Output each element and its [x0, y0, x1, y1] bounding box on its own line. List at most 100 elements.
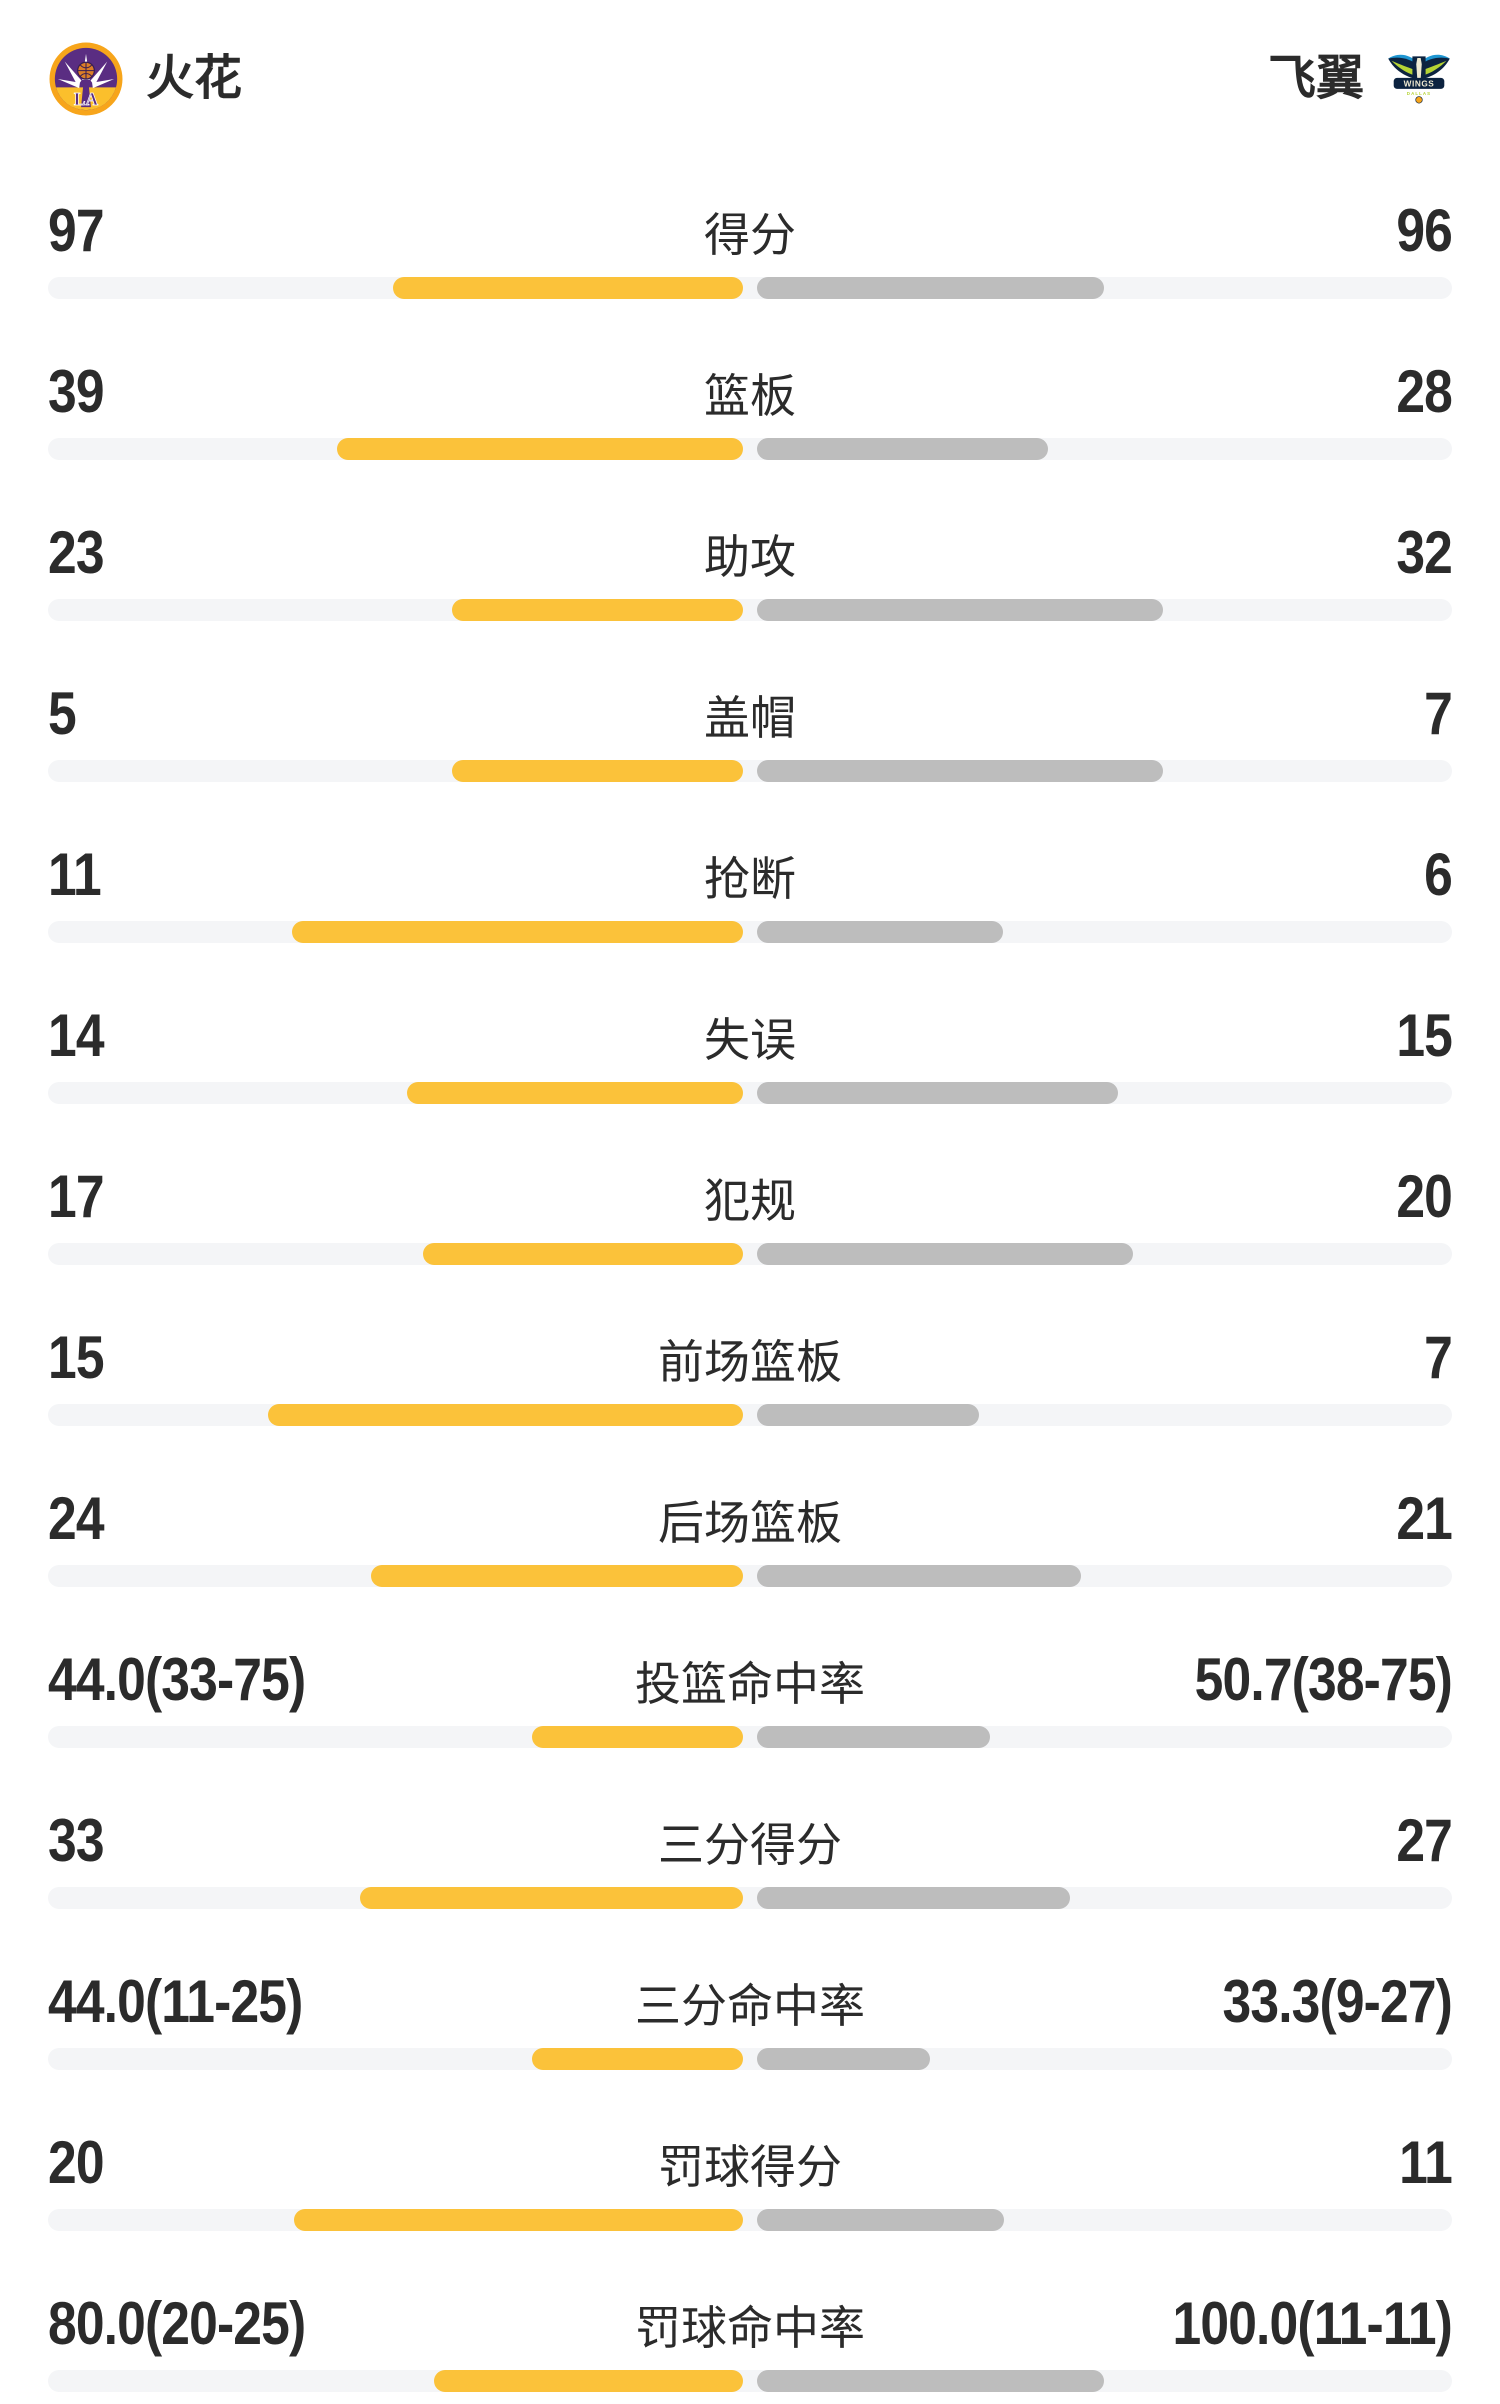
stat-row: 14 失误 15: [48, 955, 1453, 1116]
home-bar: [268, 1404, 743, 1426]
home-value: 97: [48, 197, 105, 264]
away-bar: [757, 1726, 991, 1748]
stat-row-values: 11 抢断 6: [48, 841, 1453, 908]
bar-track: [48, 438, 1452, 460]
home-value: 5: [48, 680, 77, 747]
away-bar: [757, 760, 1163, 782]
away-bar: [757, 1404, 979, 1426]
stat-row: 39 篮板 28: [48, 311, 1453, 472]
away-value: 28: [1396, 358, 1453, 425]
away-value: 7: [1424, 1324, 1453, 1391]
home-value: 80.0(20-25): [48, 2290, 306, 2357]
away-value: 33.3(9-27): [1222, 1968, 1453, 2035]
home-bar: [370, 1565, 743, 1587]
stat-row-values: 97 得分 96: [48, 197, 1453, 264]
stat-row: 24 后场篮板 21: [48, 1438, 1453, 1599]
stat-row: 97 得分 96: [48, 150, 1453, 311]
stat-row-values: 44.0(33-75) 投篮命中率 50.7(38-75): [48, 1646, 1453, 1713]
away-value: 27: [1396, 1807, 1453, 1874]
dallas-wings-logo-icon: WINGS DALLAS: [1386, 52, 1452, 107]
stat-label: 失误: [704, 1014, 796, 1066]
home-value: 17: [48, 1163, 105, 1230]
home-value: 14: [48, 1002, 105, 1069]
stat-row-values: 24 后场篮板 21: [48, 1485, 1453, 1552]
stat-row-values: 20 罚球得分 11: [48, 2129, 1453, 2196]
stat-row-values: 23 助攻 32: [48, 519, 1453, 586]
away-value: 21: [1396, 1485, 1453, 1552]
la-sparks-logo-icon: LA: [48, 41, 124, 117]
stat-label: 前场篮板: [658, 1336, 842, 1388]
away-bar: [757, 1243, 1134, 1265]
away-bar: [757, 2370, 1104, 2392]
home-bar: [292, 921, 743, 943]
away-bar: [757, 1082, 1118, 1104]
away-value: 100.0(11-11): [1172, 2290, 1453, 2357]
stat-row-values: 39 篮板 28: [48, 358, 1453, 425]
svg-text:DALLAS: DALLAS: [1407, 90, 1431, 95]
stat-label: 投篮命中率: [635, 1658, 865, 1710]
bar-track: [48, 760, 1452, 782]
home-value: 44.0(33-75): [48, 1646, 306, 1713]
stat-row-values: 15 前场篮板 7: [48, 1324, 1453, 1391]
home-bar: [532, 1726, 743, 1748]
away-bar: [757, 921, 1003, 943]
stat-label: 罚球命中率: [635, 2302, 865, 2354]
bar-track: [48, 2048, 1452, 2070]
stat-row: 33 三分得分 27: [48, 1760, 1453, 1921]
stat-row-values: 33 三分得分 27: [48, 1807, 1453, 1874]
stat-label: 三分得分: [658, 1819, 842, 1871]
bar-track: [48, 1404, 1452, 1426]
stat-row: 44.0(33-75) 投篮命中率 50.7(38-75): [48, 1599, 1453, 1760]
stat-row-values: 17 犯规 20: [48, 1163, 1453, 1230]
home-bar: [393, 277, 743, 299]
svg-text:WINGS: WINGS: [1404, 79, 1435, 88]
away-bar: [757, 2048, 930, 2070]
home-value: 33: [48, 1807, 105, 1874]
stat-label: 助攻: [704, 531, 796, 583]
away-value: 20: [1396, 1163, 1453, 1230]
stat-row: 17 犯规 20: [48, 1116, 1453, 1277]
home-bar: [359, 1887, 743, 1909]
home-value: 24: [48, 1485, 105, 1552]
stat-label: 得分: [704, 209, 796, 261]
away-value: 15: [1396, 1002, 1453, 1069]
bar-track: [48, 1726, 1452, 1748]
stat-row: 23 助攻 32: [48, 472, 1453, 633]
header: LA 火花 飞翼 WINGS DALLAS: [48, 0, 1452, 150]
stat-row-values: 5 盖帽 7: [48, 680, 1453, 747]
bar-track: [48, 2370, 1452, 2392]
away-value: 6: [1424, 841, 1453, 908]
stat-row: 11 抢断 6: [48, 794, 1453, 955]
away-bar: [757, 438, 1048, 460]
stat-row: 44.0(11-25) 三分命中率 33.3(9-27): [48, 1921, 1453, 2082]
bar-track: [48, 599, 1452, 621]
stat-label: 犯规: [704, 1175, 796, 1227]
away-bar: [757, 2209, 1005, 2231]
home-value: 11: [48, 841, 102, 908]
home-bar: [434, 2370, 743, 2392]
away-value: 50.7(38-75): [1194, 1646, 1453, 1713]
team-away-name: 飞翼: [1267, 52, 1364, 105]
home-bar: [532, 2048, 743, 2070]
away-bar: [757, 599, 1163, 621]
away-bar: [757, 277, 1104, 299]
home-value: 20: [48, 2129, 105, 2196]
home-bar: [293, 2209, 743, 2231]
stats-list: 97 得分 96 39 篮板 28 23 助攻 32: [48, 150, 1453, 2404]
away-bar: [757, 1887, 1071, 1909]
stat-row-values: 80.0(20-25) 罚球命中率 100.0(11-11): [48, 2290, 1453, 2357]
stat-label: 后场篮板: [658, 1497, 842, 1549]
stat-label: 三分命中率: [635, 1980, 865, 2032]
bar-track: [48, 277, 1452, 299]
bar-track: [48, 1082, 1452, 1104]
stat-row: 20 罚球得分 11: [48, 2082, 1453, 2243]
stat-label: 篮板: [704, 370, 796, 422]
team-away: 飞翼 WINGS DALLAS: [1268, 52, 1452, 107]
bar-track: [48, 2209, 1452, 2231]
away-value: 96: [1396, 197, 1453, 264]
stat-row-values: 44.0(11-25) 三分命中率 33.3(9-27): [48, 1968, 1453, 2035]
home-value: 23: [48, 519, 105, 586]
bar-track: [48, 1243, 1452, 1265]
stat-row-values: 14 失误 15: [48, 1002, 1453, 1069]
stat-label: 罚球得分: [658, 2141, 842, 2193]
